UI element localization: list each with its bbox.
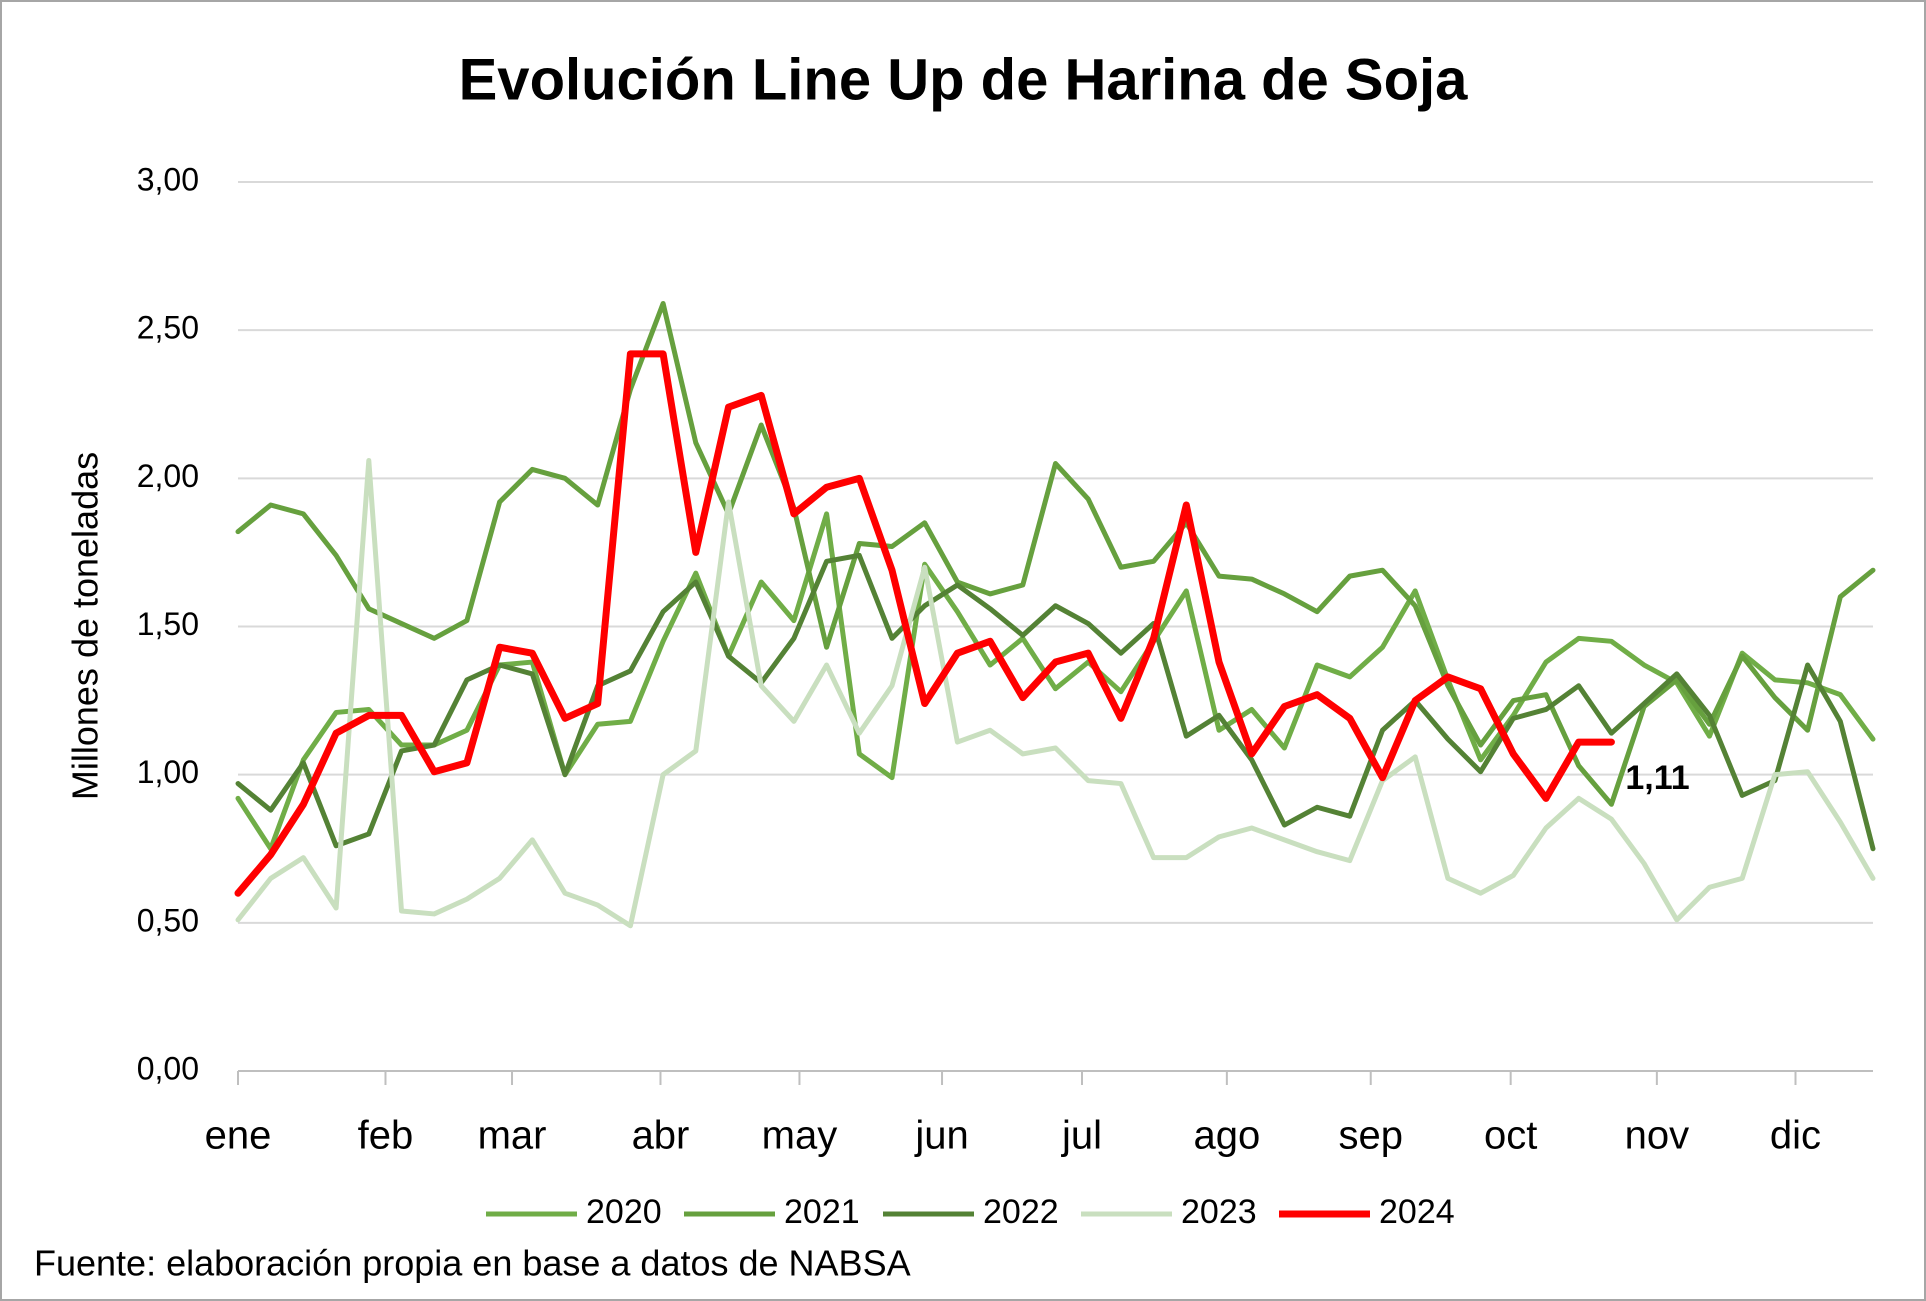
y-tick-label: 0,50 xyxy=(137,902,199,938)
y-tick-label: 3,00 xyxy=(137,161,199,197)
series-line xyxy=(235,552,1876,852)
y-tick-label: 2,00 xyxy=(137,458,199,494)
x-tick-label: ene xyxy=(205,1114,272,1158)
x-tick-label: nov xyxy=(1625,1114,1690,1158)
series-line xyxy=(235,511,1876,852)
y-tick-label: 1,00 xyxy=(137,754,199,790)
x-tick-label: may xyxy=(762,1114,838,1158)
legend-label: 2023 xyxy=(1181,1193,1257,1231)
x-tick-label: mar xyxy=(478,1114,547,1158)
x-tick-label: sep xyxy=(1338,1114,1403,1158)
y-tick-label: 2,50 xyxy=(137,310,199,346)
series-line xyxy=(235,458,1876,929)
x-tick-label: jun xyxy=(914,1114,968,1158)
legend-label: 2024 xyxy=(1379,1193,1455,1231)
x-tick-label: jul xyxy=(1061,1114,1102,1158)
legend-label: 2022 xyxy=(983,1193,1059,1231)
x-tick-label: abr xyxy=(632,1114,690,1158)
x-tick-label: ago xyxy=(1193,1114,1260,1158)
series-line xyxy=(235,300,1876,807)
x-tick-label: oct xyxy=(1484,1114,1537,1158)
y-tick-label: 0,00 xyxy=(137,1050,199,1086)
chart-title: Evolución Line Up de Harina de Soja xyxy=(459,47,1468,112)
x-tick-label: feb xyxy=(358,1114,414,1158)
legend-label: 2020 xyxy=(586,1193,662,1231)
x-tick-label: dic xyxy=(1770,1114,1821,1158)
series-line xyxy=(234,350,1615,897)
source-note: Fuente: elaboración propia en base a dat… xyxy=(34,1243,911,1284)
y-axis-title: Millones de toneladas xyxy=(65,452,106,800)
y-tick-label: 1,50 xyxy=(137,606,199,642)
data-label: 1,11 xyxy=(1625,759,1689,797)
legend-label: 2021 xyxy=(784,1193,860,1231)
